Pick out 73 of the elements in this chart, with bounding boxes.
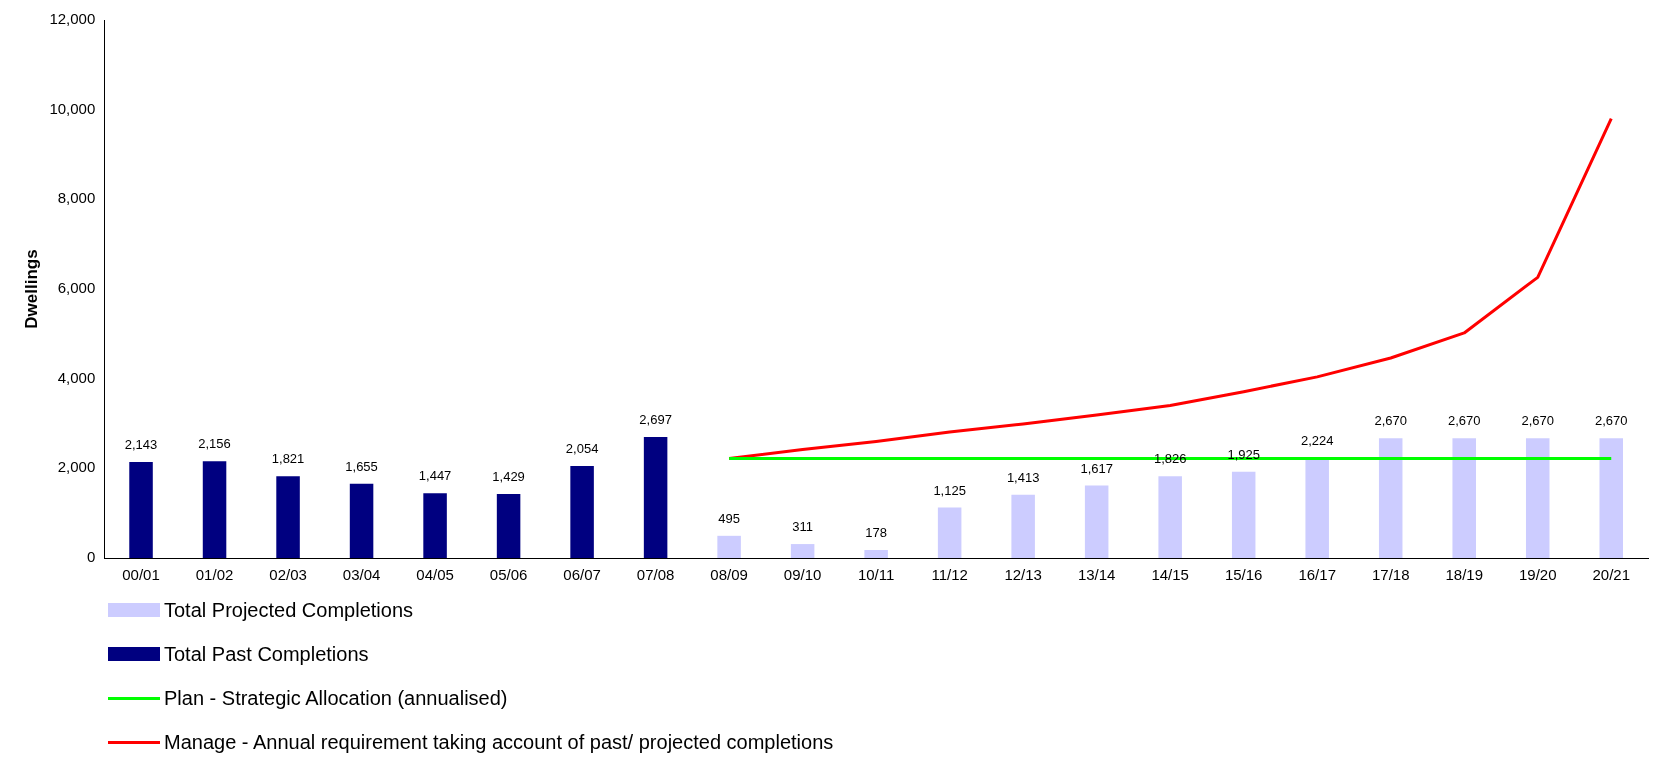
data-label: 1,413	[1006, 469, 1040, 485]
y-axis-title: Dwellings	[21, 249, 41, 329]
data-label: 1,125	[933, 482, 966, 498]
x-tick-label: 10/11	[857, 566, 895, 584]
x-tick-label: 08/09	[710, 566, 748, 584]
data-label: 2,670	[1521, 413, 1555, 429]
y-tick-label: 6,000	[57, 279, 96, 297]
bar	[129, 461, 153, 558]
legend-label: Plan - Strategic Allocation (annualised)	[164, 686, 508, 710]
bar	[202, 461, 227, 558]
legend-label: Total Projected Completions	[164, 598, 414, 622]
bar	[423, 493, 447, 558]
data-label: 2,670	[1374, 413, 1407, 429]
data-label: 2,697	[639, 412, 672, 428]
x-tick-label: 14/15	[1151, 566, 1189, 584]
bar	[1084, 485, 1109, 558]
x-tick-label: 09/10	[783, 566, 822, 584]
bar	[864, 550, 888, 558]
y-tick-label: 2,000	[57, 458, 96, 476]
x-tick-label: 18/19	[1445, 566, 1483, 584]
bar	[276, 476, 300, 558]
bar	[1525, 438, 1550, 558]
x-tick-label: 00/01	[122, 566, 160, 584]
bar	[1599, 438, 1624, 558]
bar	[496, 493, 521, 558]
x-tick-label: 06/07	[563, 566, 601, 584]
x-tick-label: 19/20	[1518, 566, 1557, 584]
bar	[1378, 438, 1403, 558]
data-label: 1,429	[492, 469, 525, 485]
data-label: 178	[865, 525, 887, 541]
bar	[1452, 438, 1476, 558]
data-label: 2,143	[124, 437, 158, 452]
x-tick-label: 04/05	[416, 566, 454, 584]
x-tick-label: 07/08	[636, 566, 675, 584]
data-label: 2,224	[1300, 433, 1334, 449]
bar	[570, 465, 594, 558]
bar	[1011, 494, 1035, 558]
data-label: 311	[792, 519, 813, 535]
x-tick-label: 01/02	[195, 566, 234, 584]
x-tick-label: 05/06	[489, 566, 528, 584]
x-tick-label: 03/04	[342, 566, 381, 584]
bar	[1158, 476, 1182, 558]
x-tick-label: 02/03	[269, 566, 307, 584]
data-label: 1,617	[1080, 460, 1113, 476]
bar	[790, 544, 815, 558]
bar	[717, 535, 741, 558]
y-tick-label: 12,000	[49, 10, 96, 28]
bar	[349, 483, 374, 558]
x-tick-label: 15/16	[1224, 566, 1263, 584]
y-tick-label: 8,000	[57, 189, 96, 207]
x-tick-label: 12/13	[1004, 566, 1042, 584]
x-tick-label: 11/12	[931, 566, 968, 584]
data-label: 1,821	[271, 451, 305, 467]
bar	[1305, 458, 1329, 558]
bar	[937, 507, 962, 558]
y-tick-label: 10,000	[49, 99, 96, 117]
legend-label: Manage - Annual requirement taking account of past/ projected completions	[164, 730, 834, 754]
bar	[1231, 471, 1256, 558]
x-tick-label: 17/18	[1371, 566, 1410, 584]
y-tick-label: 4,000	[57, 368, 96, 386]
x-tick-label: 16/17	[1298, 566, 1336, 584]
data-label: 495	[718, 510, 740, 526]
data-label: 2,670	[1594, 413, 1628, 429]
data-label: 1,655	[345, 458, 378, 474]
data-label: 2,054	[565, 440, 599, 456]
legend-label: Total Past Completions	[164, 642, 369, 666]
data-label: 2,156	[198, 436, 231, 452]
x-tick-label: 20/21	[1592, 566, 1631, 584]
data-label: 2,670	[1447, 413, 1481, 429]
x-tick-label: 13/14	[1077, 566, 1116, 584]
data-label: 1,447	[418, 468, 452, 484]
bar	[643, 437, 668, 558]
y-tick-label: 0	[86, 548, 96, 566]
